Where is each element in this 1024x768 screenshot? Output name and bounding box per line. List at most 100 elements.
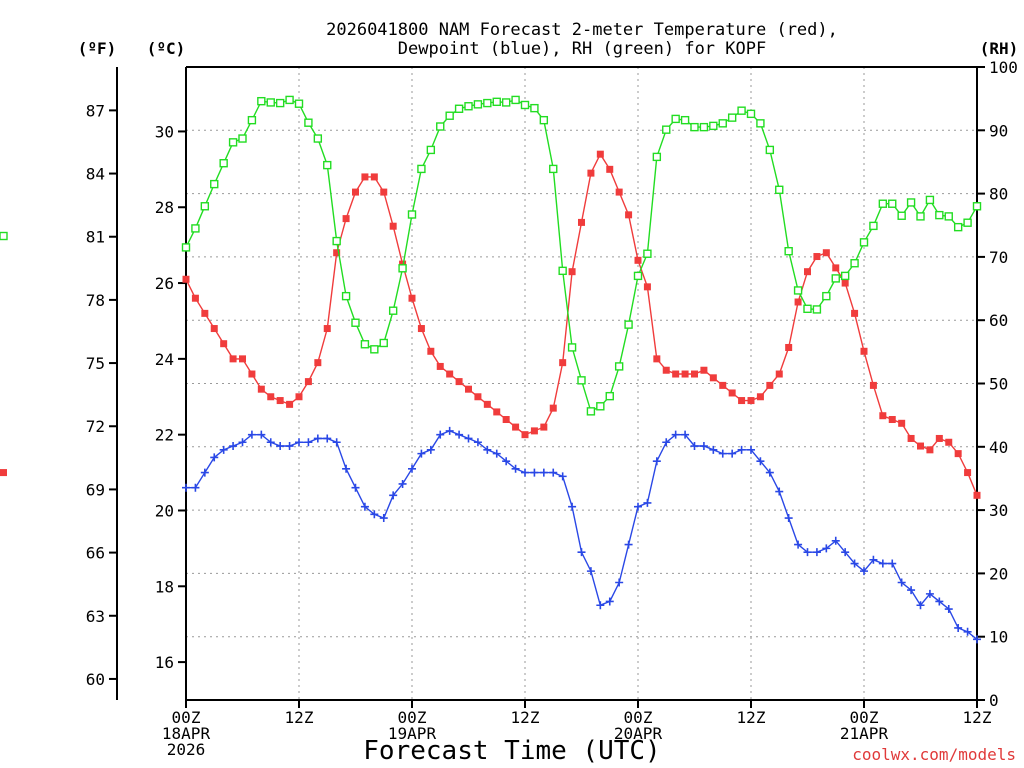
temperature-point [615,188,623,196]
temperature-point [738,397,746,405]
dewpoint-point [794,540,803,549]
rh-point [492,97,501,107]
dewpoint-point [577,548,586,557]
dewpoint-point [860,567,868,576]
rh-tick-label: 90 [989,121,1008,140]
rh-tick-label: 70 [989,248,1008,267]
x-tick-label: 20APR [614,724,663,743]
temperature-point [822,249,830,257]
temperature-point [785,343,793,351]
temperature-point [596,150,604,158]
temperature-point [662,366,670,374]
series-line [186,430,978,640]
rh-tick-label: 40 [989,438,1008,457]
rh-point [549,164,558,174]
dewpoint-point [351,483,360,492]
dewpoint-point [954,623,963,632]
dewpoint-point [681,430,690,439]
rh-point [341,291,351,301]
temperature-point [634,256,642,264]
dewpoint-point [360,502,369,511]
dewpoint-point [728,449,737,458]
dewpoint-point [907,586,916,595]
dewpoint-point [539,468,548,477]
rh-point [285,95,294,105]
rh-point [793,286,803,295]
dewpoint-point [765,468,774,477]
temperature-point [295,393,303,401]
dewpoint-point [323,434,332,443]
temperature-point [888,416,896,424]
dewpoint-point [850,559,859,568]
rh-tick-label: 80 [989,185,1008,204]
dewpoint-point [492,449,501,458]
rh-point [332,236,341,246]
dewpoint-point [888,559,897,568]
celsius-tick-label: 20 [155,501,174,520]
dewpoint-point [709,445,718,454]
rh-tick-label: 0 [989,691,999,710]
dewpoint-point [634,502,642,511]
temperature-point [239,355,246,363]
temperature-point [493,408,501,416]
celsius-tick-label: 28 [155,198,174,217]
dewpoint-point [530,468,539,477]
dewpoint-point [426,445,435,454]
rh-point [963,218,972,227]
dewpoint-point [812,548,821,557]
dewpoint-point [417,449,426,458]
dewpoint-point [615,578,624,587]
temperature-point [512,423,520,431]
dewpoint-point [831,536,840,545]
fahrenheit-tick-label: 75 [86,354,105,373]
temperature-point [417,325,425,333]
dewpoint-point [925,589,934,598]
dewpoint-point [502,457,511,466]
rh-point [586,407,596,416]
dewpoint-point [897,578,906,587]
dewpoint-point [596,601,605,610]
temperature-point [257,385,265,393]
x-tick-label: 00Z [850,708,879,727]
dewpoint-point [605,597,614,606]
temperature-point [361,173,369,181]
rh-point [228,138,238,147]
rh-point [633,271,643,281]
rh-point [323,160,332,170]
temperature-point [672,370,680,378]
credit-text: coolwx.com/models [852,745,1016,764]
temperature-point [719,381,727,389]
x-tick-label: 00Z [398,708,427,727]
rh-point [181,243,191,252]
rh-point [464,102,473,111]
dewpoint-point [229,442,238,451]
rh-point [727,113,737,122]
temperature-point [700,366,708,374]
rh-point [803,304,812,314]
dewpoint-point [191,483,200,492]
dewpoint-point [671,430,680,439]
dewpoint-point [878,559,887,568]
dewpoint-point [916,601,925,610]
rh-tick-label: 100 [989,58,1018,77]
axes [116,66,978,701]
rh-point [822,291,831,301]
rh-point [643,249,652,258]
rh-point [831,274,840,283]
rh-tick-label: 20 [989,564,1008,583]
temperature-point [813,253,821,261]
celsius-tick-label: 16 [155,653,174,672]
fahrenheit-tick-label: 87 [86,101,105,120]
temperature-point [436,362,444,370]
rh-point [699,122,709,132]
dewpoint-point [182,483,190,492]
rh-point [916,212,925,221]
rh-point [624,320,633,329]
x-tick-label: 2026 [167,740,206,759]
fahrenheit-tick-label: 81 [86,228,105,247]
temperature-point [681,370,689,378]
temperature-point [691,370,698,378]
temperature-point [832,264,840,272]
rh-point [520,100,530,110]
rh-point [247,115,257,125]
